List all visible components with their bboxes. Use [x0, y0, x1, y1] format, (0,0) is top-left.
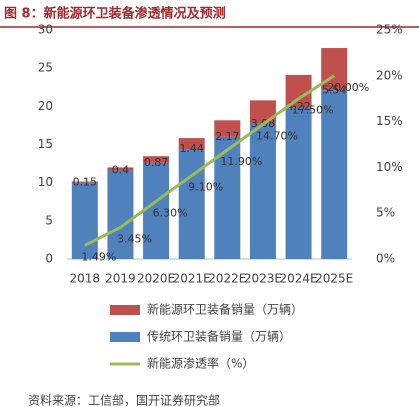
line-value-label: 1.49%	[81, 250, 116, 263]
y2-tick-label: 10%	[376, 160, 403, 174]
y2-tick-label: 20%	[376, 68, 403, 82]
line-value-label: 9.10%	[188, 181, 223, 194]
line-value-label: 14.70%	[256, 129, 298, 142]
y-tick-label: 0	[45, 252, 53, 266]
line-value-label: 3.45%	[117, 232, 152, 245]
y-tick-label: 15	[38, 137, 53, 151]
bar-segment	[285, 74, 312, 108]
bar-value-label: 2.17	[215, 130, 240, 143]
bar-segment	[71, 182, 98, 259]
y2-tick-label: 15%	[376, 114, 403, 128]
y-tick-label: 10	[38, 175, 53, 189]
bar-segment	[285, 107, 312, 259]
bar-segment	[321, 48, 348, 91]
bar-value-label: 0.4	[112, 163, 130, 176]
x-tick-label: 2025E	[315, 272, 353, 286]
bar-value-label: 5.54	[322, 83, 347, 96]
line-value-label: 6.30%	[153, 206, 188, 219]
legend-swatch	[110, 305, 140, 315]
y-tick-label: 20	[38, 99, 53, 113]
y2-tick-label: 25%	[376, 23, 403, 37]
x-tick-label: 2021E	[173, 272, 211, 286]
bar-segment	[214, 120, 241, 137]
bar-segment	[107, 170, 134, 259]
bar-segment	[71, 181, 98, 183]
bar-segment	[143, 162, 170, 259]
bar-value-label: 0.87	[144, 156, 169, 169]
bar-segment	[249, 123, 276, 259]
bar-segment	[178, 149, 205, 259]
source-note: 资料来源：工信部，国开证券研究部	[28, 393, 220, 407]
line-value-label: 20.00%	[327, 81, 369, 94]
bar-segment	[178, 138, 205, 150]
legend-label: 新能源渗透率（%）	[147, 356, 254, 371]
line-value-label: 11.90%	[220, 155, 262, 168]
bar-value-label: 1.44	[179, 142, 204, 155]
line-series	[84, 74, 335, 247]
chart-title: 图 8：新能源环卫装备渗透情况及预测	[4, 6, 226, 22]
x-tick-label: 2019	[105, 272, 136, 286]
y2-tick-label: 5%	[376, 206, 395, 220]
x-tick-label: 2024E	[280, 272, 318, 286]
line-value-label: 17.50%	[292, 104, 334, 117]
legend-swatch	[110, 332, 140, 342]
x-tick-label: 2023E	[244, 272, 282, 286]
y-tick-label: 25	[38, 61, 53, 75]
legend-label: 新能源环卫装备销量（万辆）	[147, 302, 303, 317]
y-tick-label: 5	[45, 213, 53, 227]
bar-value-label: 0.15	[73, 176, 98, 189]
x-tick-label: 2018	[70, 272, 101, 286]
bar-segment	[107, 167, 134, 171]
x-tick-label: 2020E	[137, 272, 175, 286]
bar-segment	[321, 90, 348, 259]
legend-label: 传统环卫装备销量（万辆）	[147, 329, 291, 344]
bar-segment	[143, 156, 170, 163]
y-tick-label: 30	[38, 23, 53, 37]
x-tick-label: 2022E	[208, 272, 246, 286]
y2-tick-label: 0%	[376, 252, 395, 266]
